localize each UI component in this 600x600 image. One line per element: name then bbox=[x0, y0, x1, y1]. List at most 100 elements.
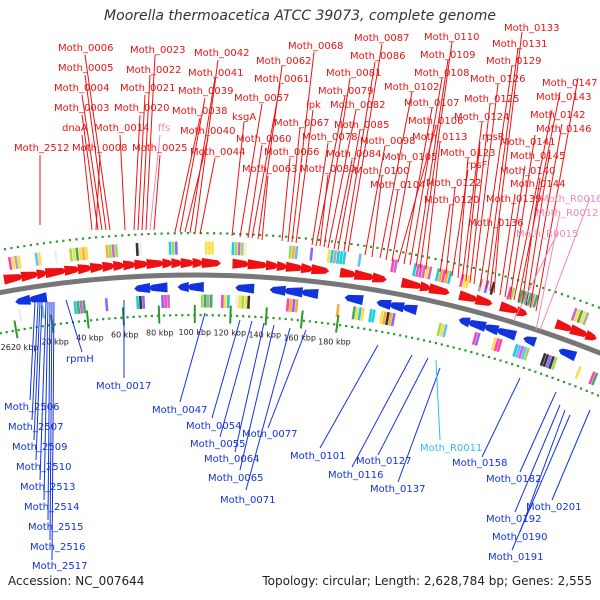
tick-dot bbox=[523, 280, 526, 284]
position-tick bbox=[85, 310, 90, 329]
tick-dot bbox=[357, 326, 360, 329]
gene-color-block bbox=[208, 241, 211, 255]
tick-dot bbox=[10, 247, 13, 250]
position-tick bbox=[157, 305, 161, 324]
gene-color-block bbox=[223, 294, 227, 308]
gene-color-block bbox=[135, 242, 139, 257]
forward-gene-labels: Moth_2512 Moth_0008 dnaA Moth_0003 Moth_… bbox=[14, 23, 600, 240]
tick-dot bbox=[395, 250, 398, 253]
tick-dot bbox=[579, 299, 582, 302]
gene-color-block bbox=[434, 268, 441, 282]
gene-color-block bbox=[471, 331, 478, 346]
gene-label: Moth_0107 bbox=[404, 98, 459, 109]
tick-dot bbox=[252, 233, 255, 236]
tick-dot bbox=[591, 392, 594, 395]
leader-Moth_0201 bbox=[551, 409, 591, 501]
tick-dot bbox=[529, 282, 532, 286]
leader-Moth_0113 bbox=[425, 141, 441, 270]
gene-label: Moth_0140 bbox=[500, 166, 555, 177]
reverse-gene-arrow bbox=[148, 282, 168, 293]
gene-label: Moth_0017 bbox=[96, 381, 151, 392]
gene-label: Moth_R0015 bbox=[516, 229, 578, 240]
gene-label: Moth_0087 bbox=[354, 33, 409, 44]
leader-Moth_0102 bbox=[379, 91, 413, 259]
tick-dot bbox=[83, 319, 87, 322]
gene-color-block bbox=[226, 294, 230, 309]
gene-color-block bbox=[167, 294, 171, 308]
tick-dot bbox=[175, 314, 178, 317]
position-tick bbox=[264, 307, 268, 326]
gene-label: Moth_0060 bbox=[236, 134, 291, 145]
leader-Moth_0060 bbox=[247, 144, 263, 239]
gene-label: Moth_0192 bbox=[486, 514, 541, 525]
gene-color-block bbox=[247, 295, 251, 309]
gene-label: Moth_0120 bbox=[424, 195, 479, 206]
tick-dot bbox=[284, 317, 287, 321]
gene-label: rpmH bbox=[66, 354, 94, 365]
gene-color-block bbox=[171, 241, 175, 255]
tick-dot bbox=[539, 372, 543, 375]
tick-dot bbox=[102, 318, 105, 321]
gene-label: Moth_0136 bbox=[468, 218, 523, 229]
gene-color-block bbox=[588, 371, 596, 385]
gene-color-block bbox=[204, 241, 208, 255]
gene-color-block bbox=[458, 273, 465, 287]
gene-label: Moth_0021 bbox=[120, 83, 175, 94]
tick-dot bbox=[511, 363, 514, 366]
gene-label: Moth_0125 bbox=[464, 94, 519, 105]
leader-Moth_R0016 bbox=[539, 197, 591, 331]
gene-label: Moth_R0011 bbox=[420, 443, 482, 454]
forward-gene-arrow bbox=[162, 258, 174, 269]
position-tick-label: 80 kbp bbox=[146, 329, 174, 338]
leader-Moth_0065 bbox=[239, 324, 275, 471]
leader-Moth_0077 bbox=[267, 329, 307, 429]
leader-Moth_2507 bbox=[31, 301, 39, 421]
gene-color-block bbox=[548, 355, 555, 370]
gene-color-block bbox=[200, 294, 204, 308]
forward-strand-genes bbox=[3, 258, 597, 341]
leader-Moth_0005 bbox=[84, 74, 107, 231]
gene-label: Moth_0146 bbox=[536, 124, 591, 135]
position-tick bbox=[229, 305, 232, 324]
tick-dot bbox=[49, 241, 52, 244]
tick-dot bbox=[153, 232, 157, 235]
tick-dot bbox=[199, 232, 203, 235]
tick-dot bbox=[422, 339, 426, 342]
position-tick-label: 140 kbp bbox=[248, 330, 281, 339]
gene-label: Moth_0126 bbox=[470, 74, 525, 85]
reverse-gene-arrow bbox=[134, 282, 151, 293]
tick-dot bbox=[434, 341, 438, 345]
gene-label: Moth_2515 bbox=[28, 522, 83, 533]
tick-dot bbox=[245, 233, 249, 236]
tick-dot bbox=[510, 277, 513, 280]
leader-Moth_0116 bbox=[351, 354, 413, 468]
gene-label: ffs bbox=[158, 123, 170, 134]
tick-dot bbox=[428, 340, 432, 343]
forward-gene-arrow bbox=[554, 319, 573, 332]
gene-color-block bbox=[517, 345, 525, 359]
leader-Moth_0038 bbox=[174, 117, 201, 233]
leader-dnaA bbox=[81, 134, 93, 231]
tick-dot bbox=[597, 306, 600, 309]
gene-color-block bbox=[439, 323, 445, 337]
gene-color-block bbox=[294, 246, 299, 260]
gene-label: Moth_0020 bbox=[114, 103, 169, 114]
leader-Moth_0105 bbox=[391, 161, 411, 262]
gene-label: Moth_0079 bbox=[318, 86, 373, 97]
gene-color-block bbox=[135, 295, 140, 310]
tick-dot bbox=[381, 330, 384, 334]
gene-color-block bbox=[339, 250, 344, 265]
gene-color-block bbox=[73, 301, 78, 315]
gene-color-block bbox=[243, 242, 248, 256]
forward-gene-arrow bbox=[276, 261, 288, 272]
gene-color-block bbox=[496, 338, 503, 353]
tick-dot bbox=[427, 256, 431, 259]
gene-color-block bbox=[164, 294, 168, 308]
gene-label: Moth_0065 bbox=[208, 473, 263, 484]
tick-dot bbox=[330, 240, 334, 243]
tick-dot bbox=[41, 325, 44, 328]
leader-Moth_0133 bbox=[489, 31, 523, 292]
forward-gene-arrow bbox=[458, 290, 478, 302]
gene-label: Moth_0102 bbox=[384, 82, 439, 93]
tick-dot bbox=[68, 238, 72, 242]
